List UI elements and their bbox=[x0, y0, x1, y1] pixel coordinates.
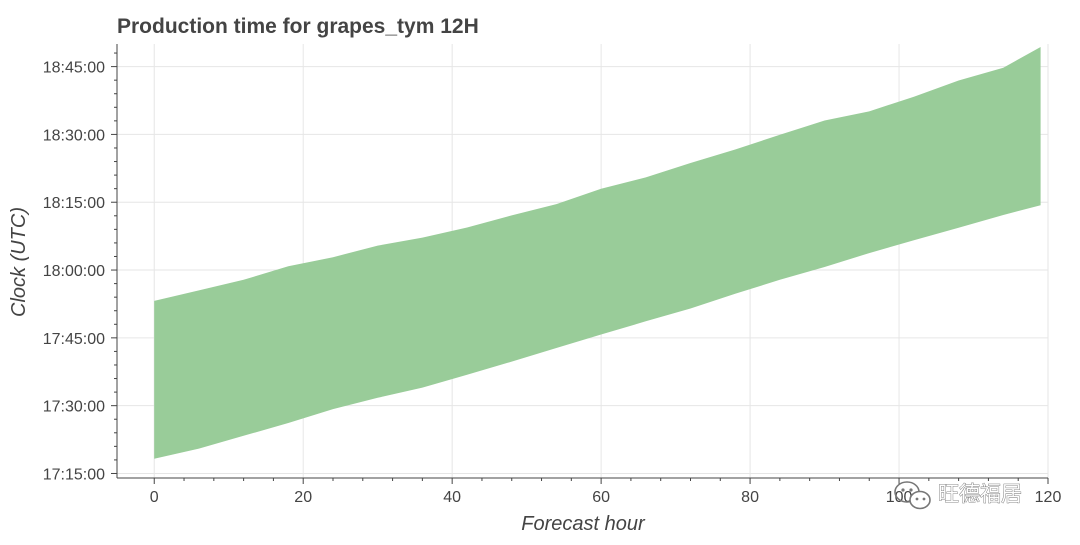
x-tick-label: 120 bbox=[1035, 489, 1062, 506]
area-layer bbox=[154, 47, 1041, 459]
y-tick-label: 18:15:00 bbox=[43, 195, 105, 212]
y-tick-label: 17:15:00 bbox=[43, 466, 105, 483]
y-tick-label: 18:00:00 bbox=[43, 263, 105, 280]
y-tick-label: 17:30:00 bbox=[43, 399, 105, 416]
y-tick-label: 18:45:00 bbox=[43, 60, 105, 77]
area-band-0 bbox=[154, 47, 1041, 459]
y-tick-label: 17:45:00 bbox=[43, 331, 105, 348]
x-tick-label: 80 bbox=[741, 489, 759, 506]
wechat-icon bbox=[894, 481, 931, 510]
x-tick-label: 0 bbox=[150, 489, 159, 506]
watermark: 旺德福居 bbox=[894, 481, 1022, 510]
x-tick-label: 40 bbox=[443, 489, 461, 506]
x-tick-label: 20 bbox=[294, 489, 312, 506]
x-tick-label: 100 bbox=[886, 489, 913, 506]
y-axis-label: Clock (UTC) bbox=[8, 207, 30, 317]
x-tick-label: 60 bbox=[592, 489, 610, 506]
x-axis-label: Forecast hour bbox=[521, 513, 646, 535]
chart-title: Production time for grapes_tym 12H bbox=[117, 15, 479, 38]
watermark-text: 旺德福居 bbox=[938, 483, 1022, 506]
y-tick-label: 18:30:00 bbox=[43, 127, 105, 144]
